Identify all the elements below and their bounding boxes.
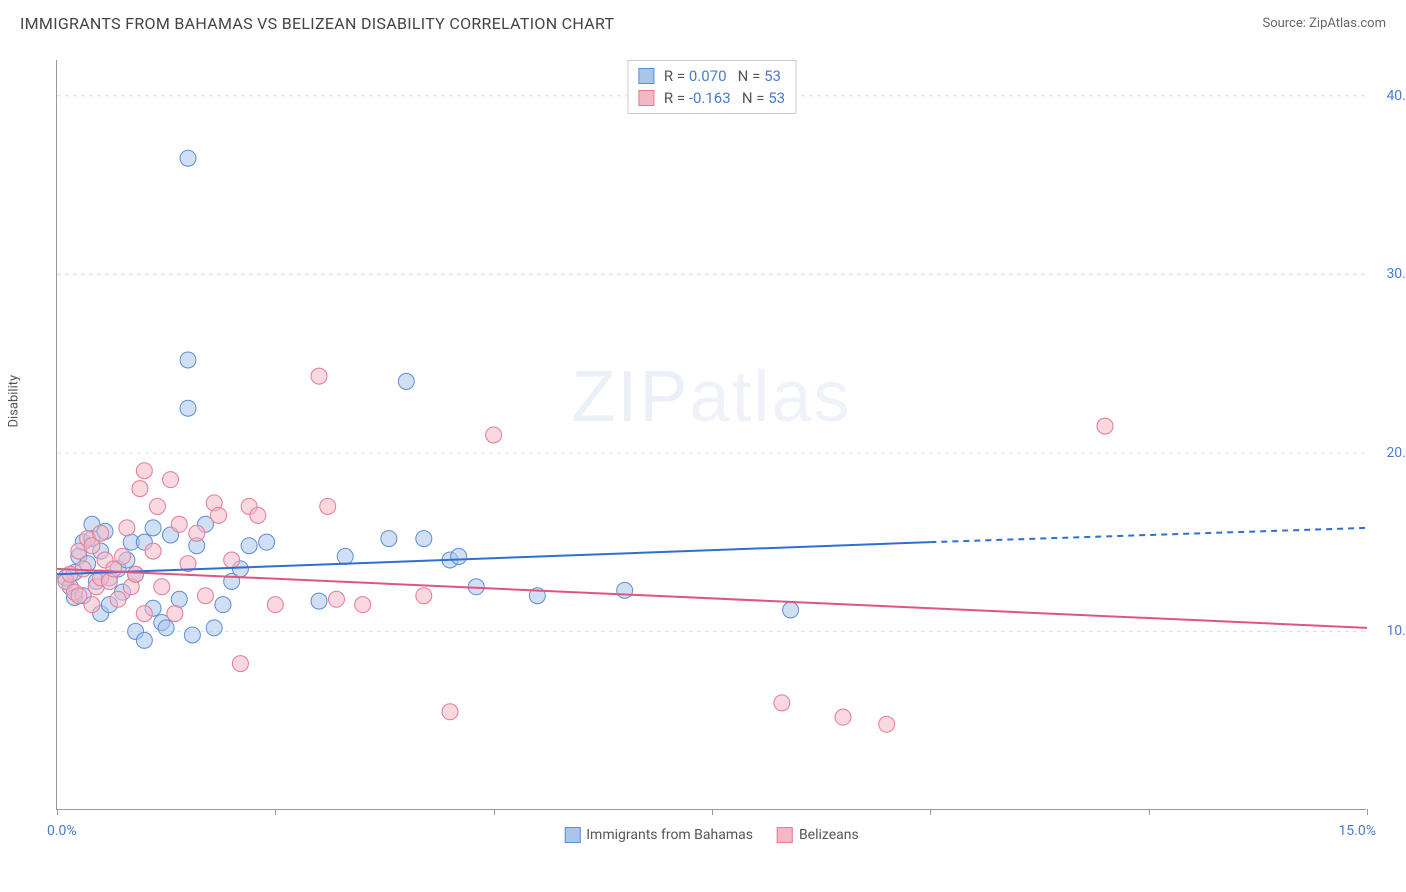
data-point bbox=[136, 606, 152, 622]
data-point bbox=[259, 534, 275, 550]
chart-svg bbox=[57, 60, 1366, 809]
data-point bbox=[158, 620, 174, 636]
series-legend: Immigrants from Bahamas Belizeans bbox=[564, 827, 859, 843]
x-tick bbox=[57, 809, 58, 815]
legend-item-belizeans: Belizeans bbox=[777, 827, 859, 843]
data-point bbox=[149, 498, 165, 514]
swatch-belizeans bbox=[638, 90, 654, 106]
y-tick-label: 20.0% bbox=[1374, 445, 1406, 461]
data-point bbox=[774, 695, 790, 711]
data-point bbox=[132, 481, 148, 497]
x-tick bbox=[494, 809, 495, 815]
data-point bbox=[180, 150, 196, 166]
data-point bbox=[250, 507, 266, 523]
x-tick bbox=[275, 809, 276, 815]
data-point bbox=[84, 597, 100, 613]
data-point bbox=[835, 709, 851, 725]
data-point bbox=[381, 531, 397, 547]
x-axis-min-label: 0.0% bbox=[47, 823, 77, 839]
data-point bbox=[267, 597, 283, 613]
data-point bbox=[128, 566, 144, 582]
data-point bbox=[180, 400, 196, 416]
data-point bbox=[879, 716, 895, 732]
swatch-bahamas bbox=[638, 68, 654, 84]
trend-line-extrapolated bbox=[930, 528, 1367, 542]
legend-item-bahamas: Immigrants from Bahamas bbox=[564, 827, 753, 843]
data-point bbox=[167, 606, 183, 622]
data-point bbox=[206, 620, 222, 636]
data-point bbox=[783, 602, 799, 618]
data-point bbox=[241, 538, 257, 554]
legend-label-belizeans: Belizeans bbox=[799, 827, 859, 843]
data-point bbox=[617, 582, 633, 598]
data-point bbox=[232, 656, 248, 672]
y-tick-label: 40.0% bbox=[1374, 88, 1406, 104]
r-value-bahamas: 0.070 bbox=[689, 67, 727, 85]
data-point bbox=[184, 627, 200, 643]
legend-label-bahamas: Immigrants from Bahamas bbox=[586, 827, 753, 843]
data-point bbox=[136, 632, 152, 648]
data-point bbox=[115, 548, 131, 564]
data-point bbox=[110, 591, 126, 607]
data-point bbox=[311, 368, 327, 384]
legend-row-belizeans: R = -0.163 N = 53 bbox=[638, 87, 785, 109]
data-point bbox=[224, 552, 240, 568]
data-point bbox=[416, 588, 432, 604]
data-point bbox=[398, 373, 414, 389]
chart-title: IMMIGRANTS FROM BAHAMAS VS BELIZEAN DISA… bbox=[20, 14, 614, 33]
data-point bbox=[1097, 418, 1113, 434]
data-point bbox=[93, 525, 109, 541]
data-point bbox=[154, 579, 170, 595]
x-tick bbox=[930, 809, 931, 815]
x-tick bbox=[1149, 809, 1150, 815]
y-tick-label: 10.0% bbox=[1374, 623, 1406, 639]
correlation-legend: R = 0.070 N = 53 R = -0.163 N = 53 bbox=[627, 60, 796, 114]
data-point bbox=[145, 543, 161, 559]
n-value-belizeans: 53 bbox=[768, 89, 785, 107]
data-point bbox=[311, 593, 327, 609]
data-point bbox=[180, 352, 196, 368]
data-point bbox=[416, 531, 432, 547]
swatch-belizeans-icon bbox=[777, 827, 793, 843]
data-point bbox=[320, 498, 336, 514]
data-point bbox=[197, 588, 213, 604]
plot-area: ZIPatlas R = 0.070 N = 53 R = -0.163 N =… bbox=[56, 60, 1366, 810]
source-label: Source: ZipAtlas.com bbox=[1262, 16, 1386, 31]
data-point bbox=[451, 548, 467, 564]
data-point bbox=[442, 704, 458, 720]
data-point bbox=[171, 591, 187, 607]
swatch-bahamas-icon bbox=[564, 827, 580, 843]
data-point bbox=[355, 597, 371, 613]
n-value-bahamas: 53 bbox=[764, 67, 781, 85]
y-axis-label: Disability bbox=[7, 375, 22, 428]
legend-row-bahamas: R = 0.070 N = 53 bbox=[638, 65, 785, 87]
x-tick bbox=[1367, 809, 1368, 815]
x-axis-max-label: 15.0% bbox=[1338, 823, 1376, 839]
data-point bbox=[486, 427, 502, 443]
data-point bbox=[163, 472, 179, 488]
data-point bbox=[215, 597, 231, 613]
data-point bbox=[171, 516, 187, 532]
x-tick bbox=[712, 809, 713, 815]
data-point bbox=[328, 591, 344, 607]
data-point bbox=[189, 525, 205, 541]
data-point bbox=[337, 548, 353, 564]
data-point bbox=[145, 520, 161, 536]
y-tick-label: 30.0% bbox=[1374, 266, 1406, 282]
trend-line bbox=[57, 569, 1367, 628]
chart-container: Disability ZIPatlas R = 0.070 N = 53 R =… bbox=[20, 50, 1386, 870]
data-point bbox=[136, 463, 152, 479]
data-point bbox=[119, 520, 135, 536]
data-point bbox=[211, 507, 227, 523]
r-value-belizeans: -0.163 bbox=[689, 89, 731, 107]
